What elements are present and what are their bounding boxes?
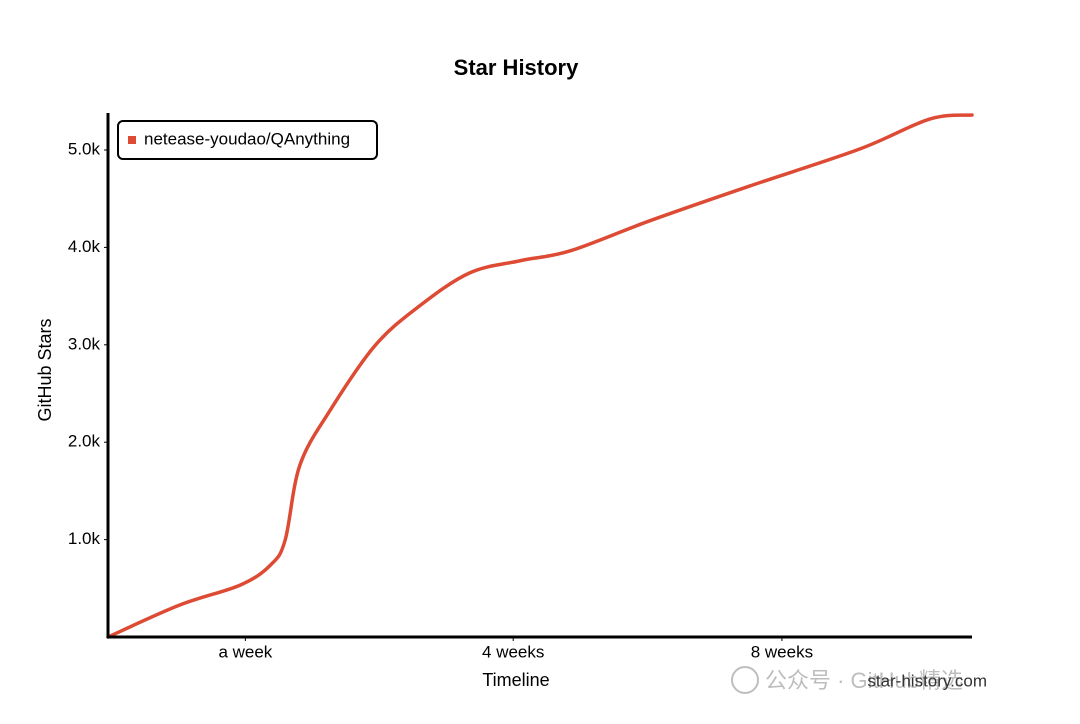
x-axis-label: Timeline xyxy=(482,670,549,690)
y-tick-label: 3.0k xyxy=(68,334,101,353)
x-tick-label: 4 weeks xyxy=(482,642,544,661)
watermark: 公众号 · GitHub精选 xyxy=(731,666,963,694)
source-credit: star-history.com xyxy=(867,671,987,690)
y-tick-label: 4.0k xyxy=(68,237,101,256)
watermark-icon xyxy=(731,666,759,694)
legend-label: netease-youdao/QAnything xyxy=(144,129,350,148)
legend-swatch xyxy=(128,136,136,144)
y-axis-label: GitHub Stars xyxy=(35,318,55,421)
legend-box xyxy=(117,120,378,160)
y-tick-label: 1.0k xyxy=(68,529,101,548)
series-line xyxy=(106,113,974,639)
y-tick-label: 5.0k xyxy=(68,139,101,158)
chart-title: Star History xyxy=(454,55,579,80)
plot-area xyxy=(106,113,974,639)
x-tick-label: 8 weeks xyxy=(751,642,813,661)
x-tick-label: a week xyxy=(218,642,272,661)
y-tick-label: 2.0k xyxy=(68,432,101,451)
watermark-text: 公众号 · GitHub精选 xyxy=(765,668,963,693)
